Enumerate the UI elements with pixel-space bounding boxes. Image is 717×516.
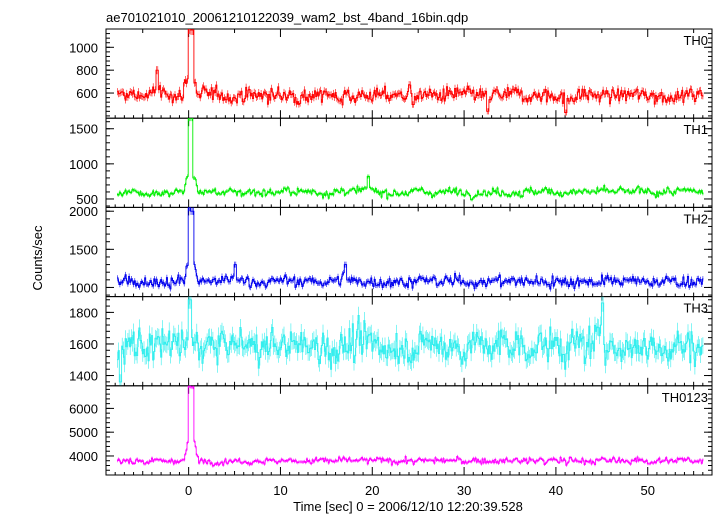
series-errorbars-th0123 (117, 385, 704, 468)
series-line-th1 (117, 118, 704, 201)
series-errorbars-th2 (117, 207, 704, 292)
panel-label-th3: TH3 (683, 301, 708, 316)
series-errorbars-th1 (117, 118, 704, 202)
y-tick-label: 1000 (69, 280, 98, 295)
panel-label-th0: TH0 (683, 33, 708, 48)
y-tick-label: 500 (76, 192, 98, 207)
x-tick-label: 20 (365, 483, 379, 498)
y-tick-label: 1000 (69, 40, 98, 55)
y-tick-label: 1500 (69, 122, 98, 137)
y-tick-label: 800 (76, 63, 98, 78)
y-tick-label: 1000 (69, 157, 98, 172)
panel-label-th0123: TH0123 (662, 390, 708, 405)
series-line-th2 (117, 207, 704, 290)
series-errorbars-th0 (117, 29, 704, 116)
y-tick-label: 2000 (69, 204, 98, 219)
y-tick-label: 1800 (69, 305, 98, 320)
panel-label-th2: TH2 (683, 211, 708, 226)
x-axis-label: Time [sec] 0 = 2006/12/10 12:20:39.528 (293, 499, 523, 514)
panel-frame-th0 (105, 28, 713, 119)
x-tick-label: 10 (273, 483, 287, 498)
chart-title: ae701021010_20061210122039_wam2_bst_4ban… (106, 10, 468, 25)
x-tick-label: 30 (457, 483, 471, 498)
panel-frame-th3 (105, 296, 713, 387)
x-tick-label: 40 (549, 483, 563, 498)
series-line-th0123 (117, 385, 704, 467)
panel-label-th1: TH1 (683, 122, 708, 137)
y-tick-label: 6000 (69, 401, 98, 416)
y-tick-label: 1500 (69, 242, 98, 257)
series-errorbars-th3 (117, 296, 704, 386)
y-tick-label: 600 (76, 86, 98, 101)
y-tick-label: 5000 (69, 425, 98, 440)
x-tick-label: 50 (640, 483, 654, 498)
y-tick-label: 4000 (69, 449, 98, 464)
y-tick-label: 1400 (69, 369, 98, 384)
x-tick-label: 0 (185, 483, 192, 498)
y-tick-label: 1600 (69, 337, 98, 352)
y-axis-label: Counts/sec (30, 225, 45, 291)
